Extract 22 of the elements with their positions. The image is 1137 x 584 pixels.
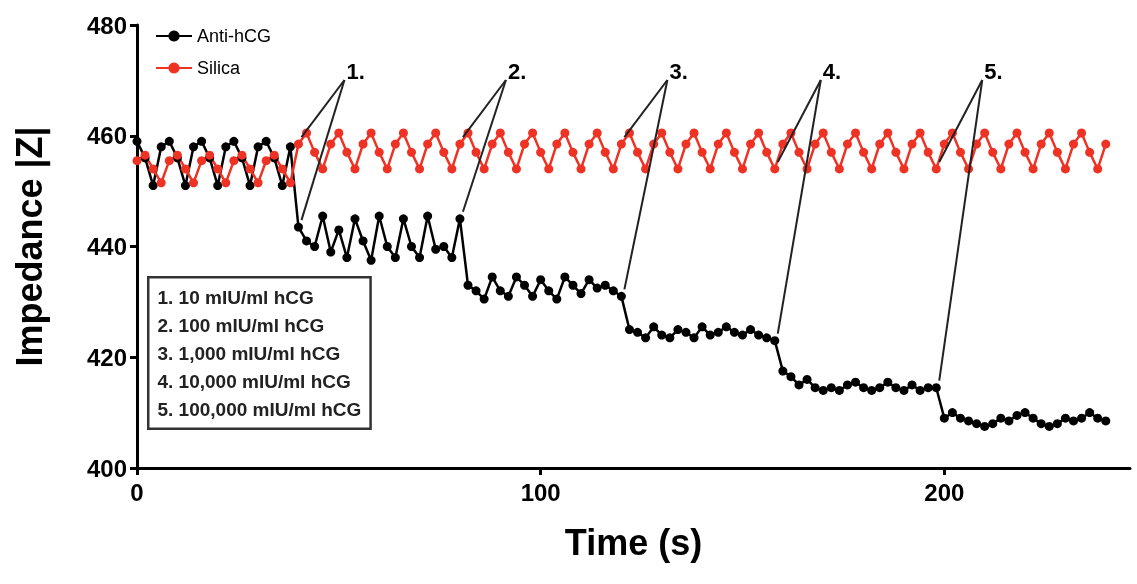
annotation: 3. 1,000 mIU/ml hCG xyxy=(157,343,341,364)
x-tick-label: 200 xyxy=(924,478,965,506)
annotation: 5. xyxy=(984,58,1003,84)
annotation: 5. 100,000 mIU/ml hCG xyxy=(157,399,362,420)
x-axis-title: Time (s) xyxy=(564,521,703,563)
x-tick-label: 100 xyxy=(520,478,561,506)
annotation: 4. 10,000 mIU/ml hCG xyxy=(157,371,351,392)
annotation: 1. 10 mIU/ml hCG xyxy=(157,287,314,308)
x-tick-label: 0 xyxy=(130,478,144,506)
y-tick-label: 400 xyxy=(86,454,127,482)
legend-label: Anti-hCG xyxy=(197,26,272,46)
y-tick-label: 460 xyxy=(86,122,127,150)
annotation: 2. 100 mIU/ml hCG xyxy=(157,315,325,336)
y-tick-label: 480 xyxy=(86,11,127,39)
annotation: 3. xyxy=(669,58,688,84)
y-tick-label: 420 xyxy=(86,343,127,371)
annotation: 2. xyxy=(507,58,527,84)
annotation: 4. xyxy=(822,58,842,84)
legend-label: Silica xyxy=(197,58,241,78)
annotation: 1. xyxy=(346,58,365,84)
y-tick-label: 440 xyxy=(86,233,127,260)
y-axis-title: Impedance |Z| xyxy=(8,126,51,367)
